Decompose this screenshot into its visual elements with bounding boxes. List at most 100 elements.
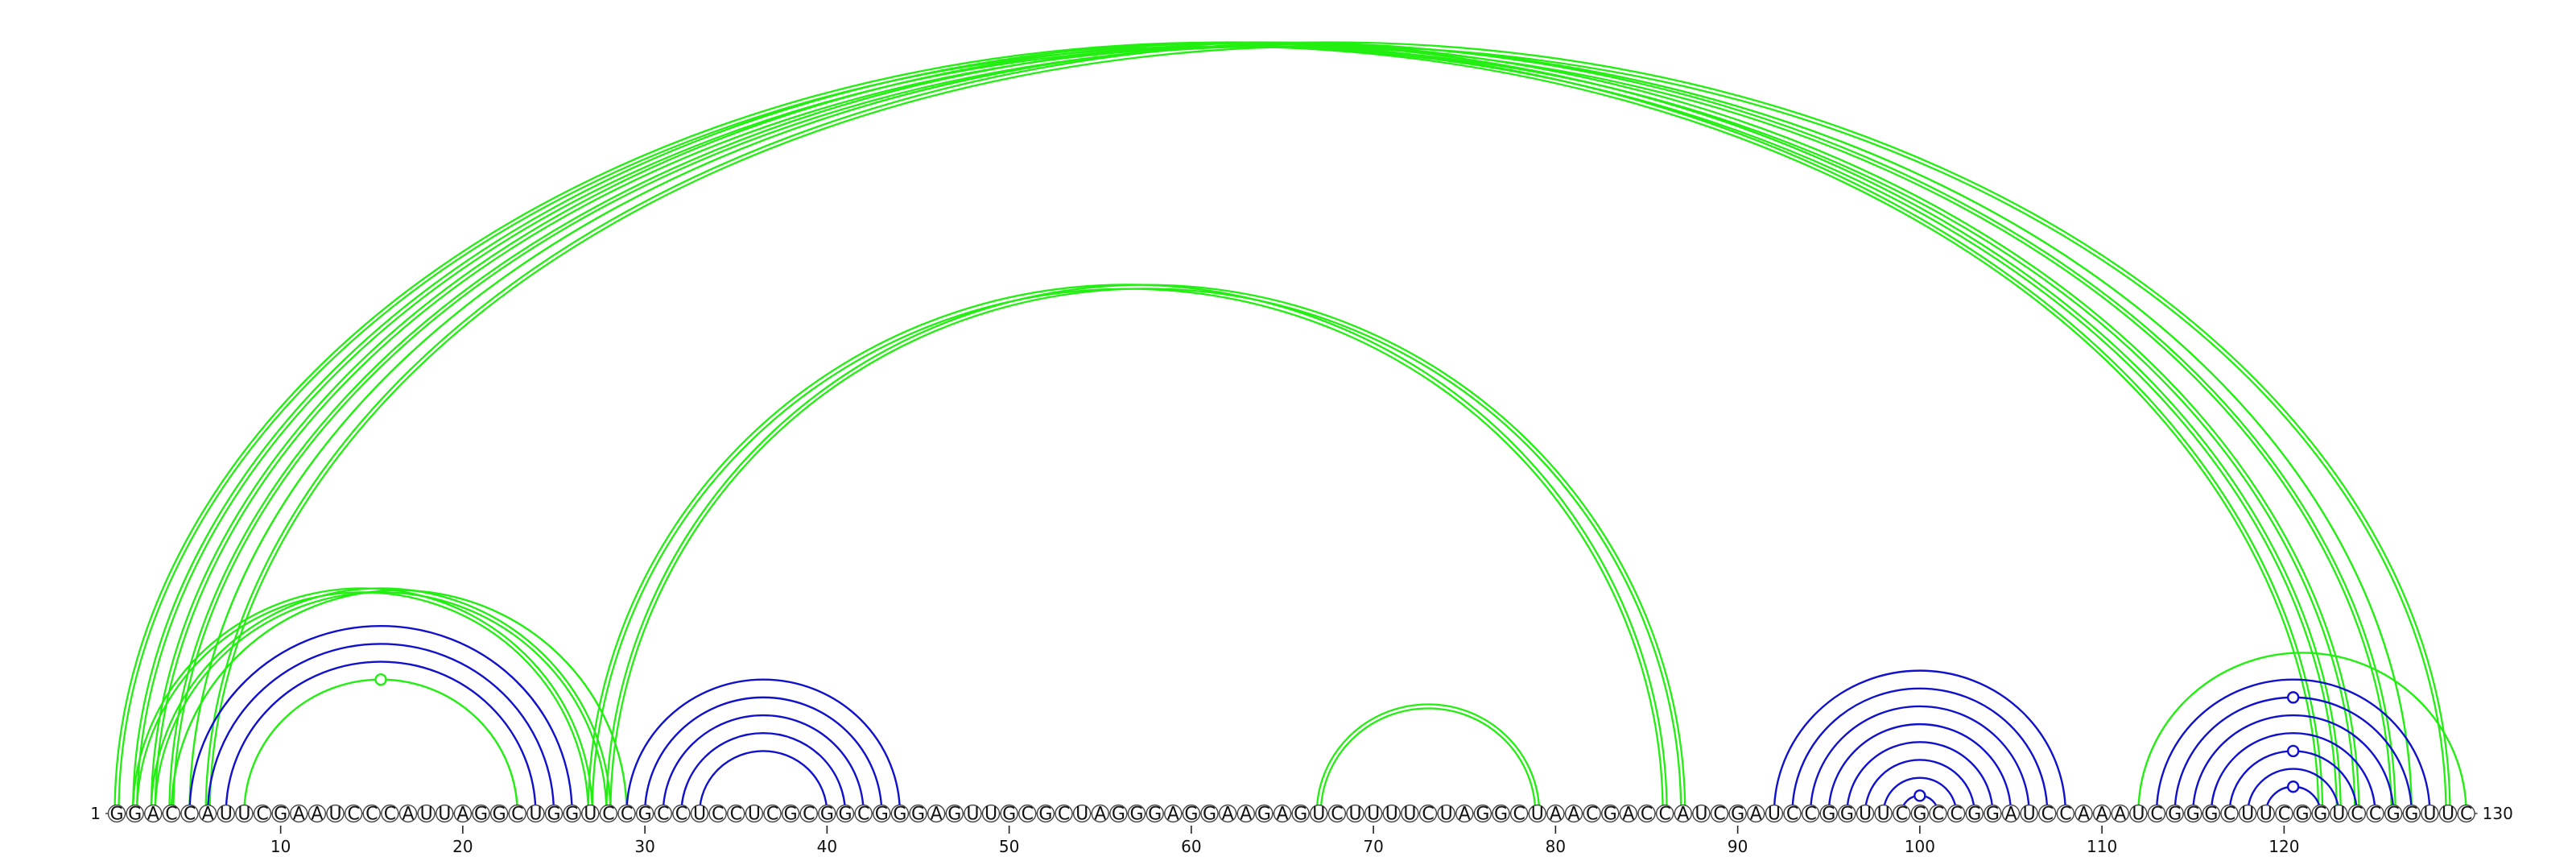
nucleotide-circle	[1255, 804, 1274, 823]
nucleotide-circle	[2457, 804, 2475, 823]
tick-label: 90	[1728, 837, 1748, 856]
nucleotide-circle	[1528, 804, 1546, 823]
nucleotide-letter: A	[1750, 805, 1762, 825]
nucleotide-circle	[2147, 804, 2166, 823]
nucleotide: G	[472, 805, 490, 825]
nucleotide: G	[1182, 804, 1201, 825]
nucleotide-letter: G	[547, 805, 560, 825]
nucleotide-circle	[1946, 804, 1966, 823]
nucleotide-letter: G	[1038, 805, 1052, 825]
nucleotide: G	[489, 805, 509, 825]
nucleotide-circle	[654, 804, 672, 823]
nucleotide: C	[1509, 805, 1529, 825]
tick-label: 60	[1181, 837, 1201, 856]
blue-base-pair-arc	[2210, 732, 2376, 814]
green-base-pair-arc	[169, 43, 2395, 814]
nucleotide-letter: C	[1804, 805, 1816, 825]
nucleotide: U	[326, 805, 345, 825]
nucleotide-circle	[1200, 804, 1219, 823]
nucleotide-letter: C	[165, 805, 177, 825]
nucleotide-circle	[126, 804, 144, 823]
green-base-pair-arc	[114, 41, 2324, 814]
nucleotide: U	[1310, 805, 1328, 825]
nucleotide-letter: U	[2132, 805, 2145, 825]
nucleotide-circle	[2074, 804, 2093, 823]
nucleotide-circle	[2092, 804, 2112, 823]
nucleotide-circle	[581, 804, 600, 823]
nucleotide-circle	[927, 804, 946, 823]
nucleotide: A	[1273, 805, 1292, 825]
nucleotide: G	[1728, 805, 1747, 825]
blue-base-pair-arc	[2192, 714, 2395, 814]
nucleotide-circle	[2402, 804, 2421, 823]
blue-base-pair-arc	[1882, 776, 1958, 814]
nucleotide-letter: C	[1713, 805, 1725, 825]
arc-apex-marker	[2286, 744, 2300, 758]
nucleotide-letter: U	[966, 805, 979, 825]
blue-base-pair-arc	[1791, 687, 2049, 814]
green-base-pair-arc	[150, 41, 2360, 814]
nucleotide-circle	[1874, 804, 1893, 823]
nucleotide-letter: G	[1822, 805, 1835, 825]
nucleotide-circle	[2020, 804, 2038, 823]
arc-apex-marker	[2286, 691, 2300, 704]
nucleotide: A	[398, 805, 418, 825]
nucleotide-circle	[1182, 804, 1201, 823]
blue-base-pair-arc	[643, 697, 883, 814]
nucleotide-circle	[436, 804, 454, 823]
nucleotide-letter: U	[1367, 805, 1380, 825]
nucleotide-circle	[381, 804, 399, 823]
nucleotide: G	[635, 805, 654, 825]
nucleotide: C	[854, 805, 873, 825]
nucleotide-circle	[1236, 804, 1255, 823]
nucleotide: C	[344, 804, 363, 825]
arc-apex-marker	[1913, 789, 1926, 802]
nucleotide-circle	[2293, 804, 2312, 823]
nucleotide: G	[890, 805, 910, 825]
nucleotide: C	[2347, 805, 2367, 825]
nucleotide-circle	[2220, 804, 2239, 823]
nucleotide-letter: G	[2314, 805, 2327, 825]
nucleotide-circle	[836, 804, 855, 823]
nucleotide-letter: G	[1731, 805, 1744, 825]
nucleotide-circle	[1965, 804, 1984, 823]
nucleotide: G	[1601, 804, 1620, 825]
blue-base-pair-arc	[1864, 759, 1975, 814]
nucleotide: U	[2256, 805, 2275, 825]
nucleotide: U	[1765, 805, 1784, 825]
nucleotide: C	[1018, 805, 1037, 825]
nucleotide-circle	[1801, 804, 1820, 823]
nucleotide-letter: A	[1276, 805, 1288, 825]
nucleotide: G	[563, 805, 581, 825]
nucleotide-circle	[1601, 804, 1620, 823]
nucleotide-circle	[1783, 804, 1802, 823]
nucleotide-letter: A	[1677, 805, 1689, 825]
nucleotide-circle	[1146, 804, 1164, 823]
blue-base-pair-arc	[2246, 768, 2340, 814]
nucleotide-circle	[1838, 804, 1856, 823]
nucleotide-circle	[453, 804, 473, 823]
nucleotide: U	[2129, 804, 2148, 825]
green-base-pair-arc	[206, 43, 2450, 814]
nucleotide-letter: U	[2241, 805, 2254, 825]
nucleotide: A	[1619, 805, 1638, 825]
nucleotide-letter: U	[2423, 805, 2436, 825]
nucleotide: U	[1437, 805, 1455, 825]
nucleotide-letter: G	[2168, 805, 2182, 825]
nucleotide-circle	[1291, 804, 1310, 823]
nucleotide-circle	[1637, 804, 1656, 823]
nucleotide-letter: A	[1167, 805, 1179, 825]
nucleotide-circle	[2311, 804, 2330, 823]
nucleotide: C	[253, 805, 272, 825]
nucleotide-letter: A	[1094, 805, 1106, 825]
green-base-pair-arc	[118, 45, 2320, 814]
nucleotide-circle	[2056, 804, 2075, 823]
nucleotide-circle	[344, 804, 363, 823]
nucleotide-letter: U	[1075, 805, 1088, 825]
nucleotide-circle	[599, 804, 618, 823]
nucleotide-circle	[308, 804, 327, 823]
nucleotide-circle	[2129, 804, 2148, 823]
nucleotide: A	[1747, 805, 1765, 825]
nucleotide-circle	[1218, 804, 1237, 823]
